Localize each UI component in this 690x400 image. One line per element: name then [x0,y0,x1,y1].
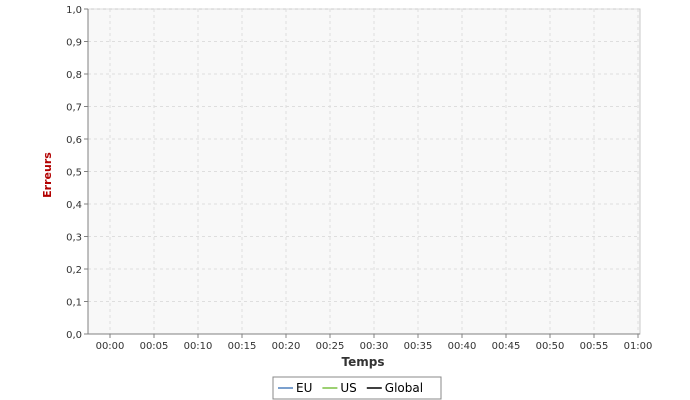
legend-label-eu: EU [296,381,312,395]
x-tick-label: 01:00 [624,341,653,352]
legend-label-us: US [340,381,356,395]
x-tick-label: 00:20 [272,341,301,352]
x-tick-label: 00:00 [96,341,125,352]
y-tick-label: 0,4 [66,200,82,211]
x-tick-label: 00:35 [404,341,433,352]
y-tick-label: 0,7 [66,103,82,114]
y-axis-label: Erreurs [41,152,54,198]
x-tick-label: 00:45 [492,341,521,352]
legend-box [272,376,442,400]
x-tick-label: 00:15 [228,341,257,352]
y-tick-label: 0,3 [66,233,82,244]
legend: EU US Global [272,376,442,400]
y-tick-label: 0,9 [66,38,82,49]
x-tick-label: 00:10 [184,341,213,352]
y-tick-label: 0,5 [66,168,82,179]
y-tick-label: 0,2 [66,265,82,276]
x-tick-label: 00:30 [360,341,389,352]
x-axis-label: Temps [342,355,385,369]
x-tick-label: 00:40 [448,341,477,352]
y-tick-label: 0,6 [66,135,82,146]
x-tick-label: 00:50 [536,341,565,352]
x-tick-label: 00:55 [580,341,609,352]
y-tick-label: 0,1 [66,298,82,309]
x-tick-label: 00:25 [316,341,345,352]
legend-label-global: Global [385,381,423,395]
y-tick-label: 1,0 [66,5,82,16]
y-tick-label: 0,0 [66,330,82,341]
y-tick-label: 0,8 [66,70,82,81]
x-tick-label: 00:05 [140,341,169,352]
